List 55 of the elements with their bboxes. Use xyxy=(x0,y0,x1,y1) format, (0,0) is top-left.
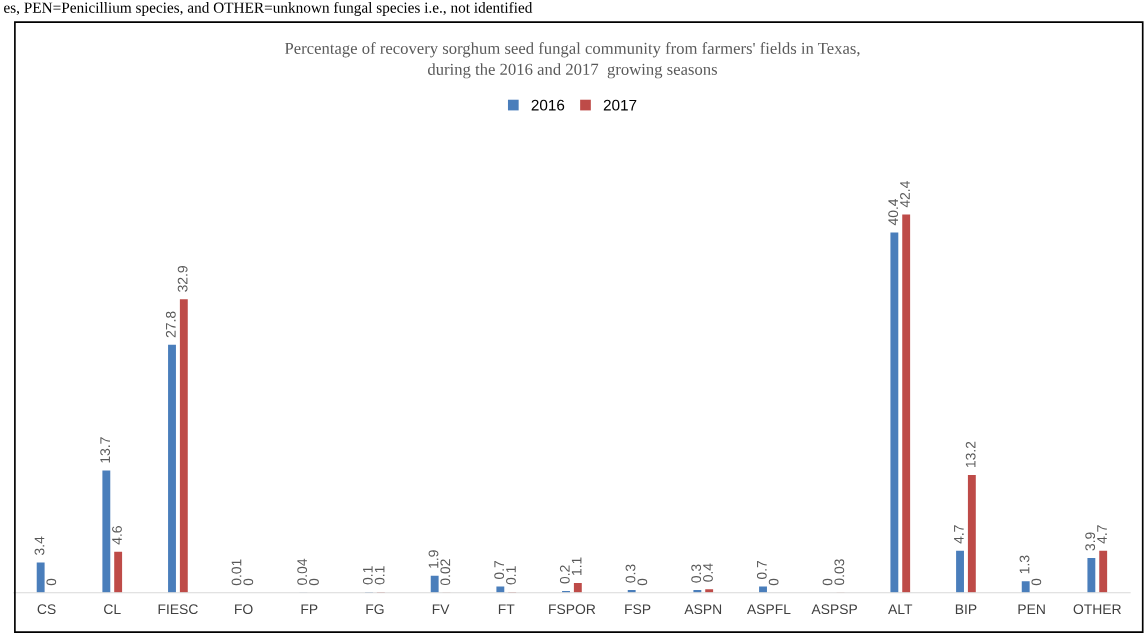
x-tick-label: OTHER xyxy=(1073,604,1121,615)
x-tick-label: FSP xyxy=(625,604,651,615)
data-label: 1.9 xyxy=(428,550,439,568)
x-tick-label: FT xyxy=(498,604,515,614)
x-tick-label: FV xyxy=(432,604,450,614)
data-label: 3.9 xyxy=(1085,532,1096,551)
x-tick-label: CS xyxy=(37,604,56,615)
data-label: 0.7 xyxy=(756,560,767,580)
data-label: 0 xyxy=(637,578,648,586)
data-label: 0.2 xyxy=(559,565,570,584)
text: es, PEN=Penicillium species, and OTHER=unknown fungal species i.e., not identified xyxy=(4,1,533,16)
data-label: 4.6 xyxy=(112,526,122,545)
data-label: 13.7 xyxy=(100,437,111,463)
data-label: 0 xyxy=(46,578,57,586)
data-label: 32.9 xyxy=(177,266,188,292)
x-tick-label: ASPSP xyxy=(811,604,858,615)
x-tick-label: CL xyxy=(104,604,121,615)
data-label: 0 xyxy=(243,578,254,586)
legend-label: 2017 xyxy=(603,99,637,111)
data-label: 3.4 xyxy=(34,536,45,555)
x-tick-label: ASPFL xyxy=(746,604,791,615)
data-label: 13.2 xyxy=(965,441,976,468)
data-label: 4.7 xyxy=(954,525,964,544)
data-label: 0.01 xyxy=(231,559,242,586)
data-label: 0 xyxy=(309,578,319,586)
data-label: 0 xyxy=(768,578,779,586)
data-label: 0.03 xyxy=(834,559,845,586)
data-label: 0.1 xyxy=(506,566,516,585)
data-label: 1.1 xyxy=(571,557,582,575)
data-label: 0.3 xyxy=(691,564,702,583)
data-label: 0.04 xyxy=(297,558,308,585)
data-label: 0.7 xyxy=(494,560,505,580)
x-tick-label: PEN xyxy=(1018,604,1045,614)
data-label: 27.8 xyxy=(165,311,176,338)
x-tick-label: FG xyxy=(366,604,384,615)
x-tick-label: BIP xyxy=(955,604,977,614)
x-tick-label: ALT xyxy=(888,604,913,614)
data-label: 0.1 xyxy=(362,566,373,585)
chart-title: Percentage of recovery sorghum seed fungal community from farmers' fields in Texas, during the 2016 and 2017 growing seasons xyxy=(284,42,860,79)
x-tick-label: FP xyxy=(301,604,318,614)
data-label: 0.4 xyxy=(703,563,713,582)
data-label: 0.1 xyxy=(374,566,385,585)
x-tick-label: FO xyxy=(235,604,253,615)
data-label: 42.4 xyxy=(900,181,910,208)
data-label: 0 xyxy=(1031,578,1042,586)
data-label: 0 xyxy=(822,578,833,586)
x-tick-label: FSPOR xyxy=(549,604,596,615)
legend-label: 2016 xyxy=(531,99,565,111)
data-label: 40.4 xyxy=(888,198,899,226)
data-label: 4.7 xyxy=(1097,525,1107,544)
x-tick-label: ASPN xyxy=(684,604,722,615)
data-label: 0.02 xyxy=(440,559,451,586)
data-label: 0.3 xyxy=(625,564,636,583)
data-label: 1.3 xyxy=(1019,555,1030,574)
x-tick-label: FIESC xyxy=(158,604,198,615)
